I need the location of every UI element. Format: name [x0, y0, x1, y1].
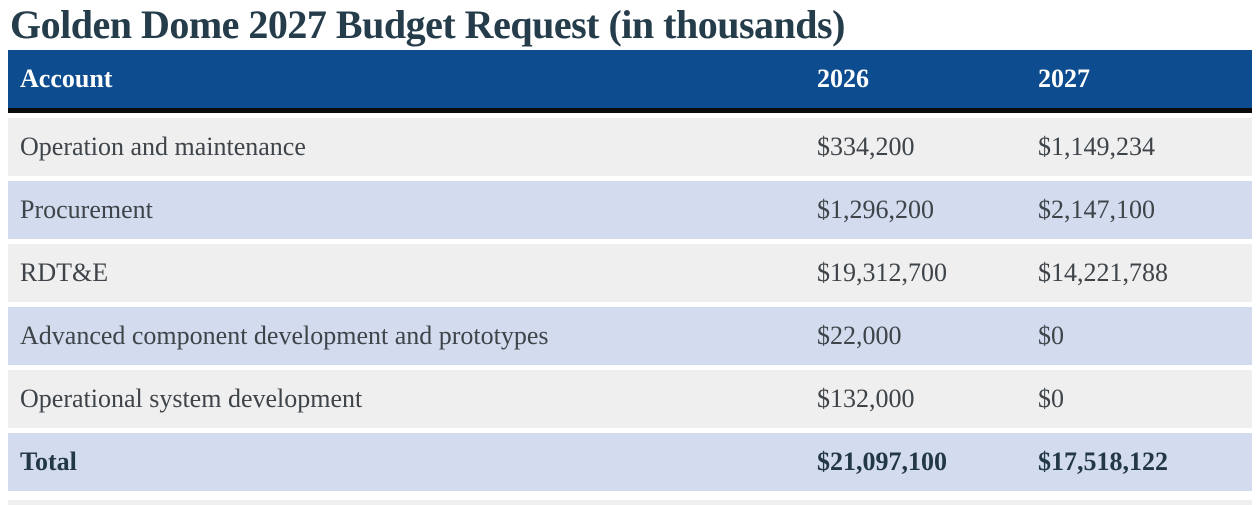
column-header-2027: 2027 — [1038, 64, 1090, 93]
fy2027-cell: $0 — [1038, 384, 1064, 413]
table-row-rdte: RDT&E $19,312,700 $14,221,788 — [8, 244, 1252, 302]
fy2026-cell: $1,296,200 — [817, 195, 934, 224]
fy2026-cell: $132,000 — [817, 384, 915, 413]
cutoff-next-row-sliver — [8, 500, 1252, 505]
fy2027-cell: $2,147,100 — [1038, 195, 1155, 224]
account-cell: Operation and maintenance — [20, 132, 306, 161]
column-header-account: Account — [20, 64, 113, 93]
fy2027-cell: $0 — [1038, 321, 1064, 350]
total-label-cell: Total — [20, 447, 77, 476]
budget-table: Account 2026 2027 Operation and maintena… — [8, 50, 1252, 505]
table-row-total: Total $21,097,100 $17,518,122 — [8, 433, 1252, 491]
account-cell: Advanced component development and proto… — [20, 321, 549, 350]
page-title: Golden Dome 2027 Budget Request (in thou… — [10, 2, 845, 47]
account-cell: Operational system development — [20, 384, 363, 413]
fy2026-cell: $19,312,700 — [817, 258, 947, 287]
table-row-advanced-component-development: Advanced component development and proto… — [8, 307, 1252, 365]
table-header-row: Account 2026 2027 — [8, 50, 1252, 113]
table-row-operational-system-development: Operational system development $132,000 … — [8, 370, 1252, 428]
table-row-procurement: Procurement $1,296,200 $2,147,100 — [8, 181, 1252, 239]
table-row-operation-and-maintenance: Operation and maintenance $334,200 $1,14… — [8, 118, 1252, 176]
total-fy2026-cell: $21,097,100 — [817, 447, 947, 476]
total-fy2027-cell: $17,518,122 — [1038, 447, 1168, 476]
fy2026-cell: $334,200 — [817, 132, 915, 161]
fy2026-cell: $22,000 — [817, 321, 902, 350]
account-cell: Procurement — [20, 195, 153, 224]
fy2027-cell: $1,149,234 — [1038, 132, 1155, 161]
account-cell: RDT&E — [20, 258, 109, 287]
fy2027-cell: $14,221,788 — [1038, 258, 1168, 287]
column-header-2026: 2026 — [817, 64, 869, 93]
